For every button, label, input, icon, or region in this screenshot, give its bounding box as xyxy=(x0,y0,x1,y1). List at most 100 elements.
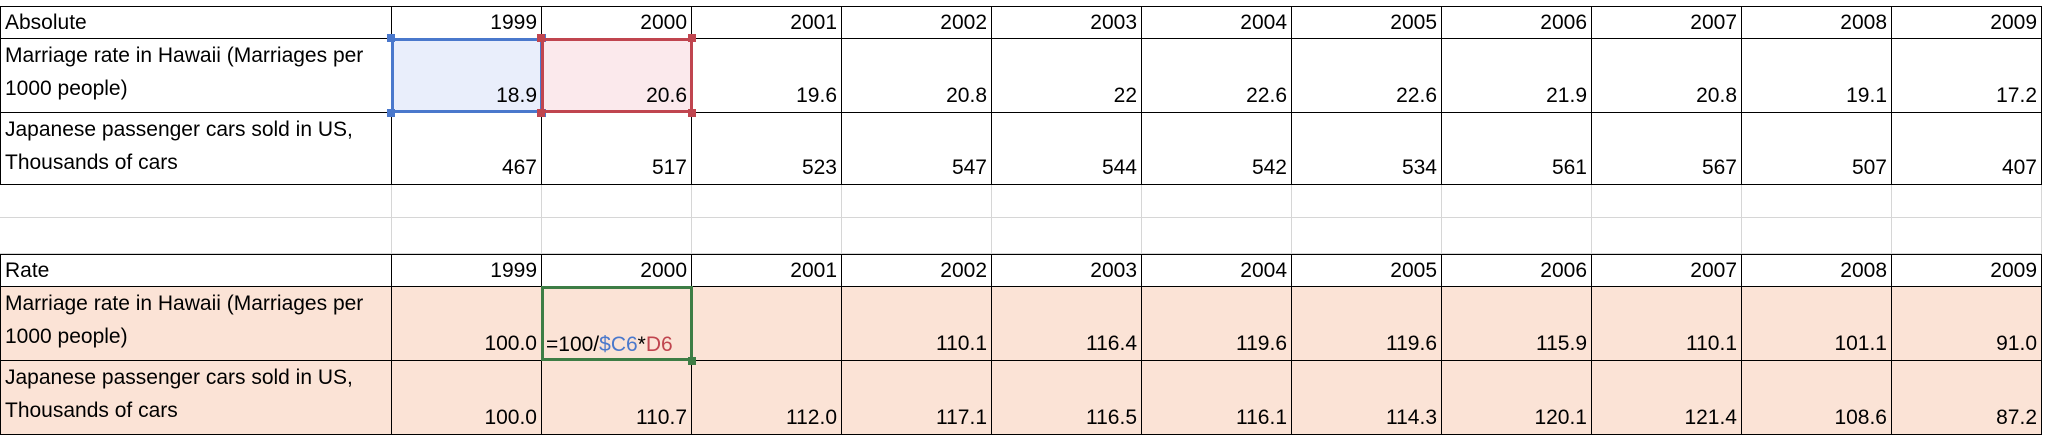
value-cell[interactable]: 100.0 xyxy=(392,361,542,435)
year-header[interactable]: 2008 xyxy=(1742,254,1892,287)
value-cell[interactable]: 22 xyxy=(992,39,1142,113)
value-cell[interactable]: 523 xyxy=(692,113,842,185)
selection-handle[interactable] xyxy=(537,109,545,117)
empty-cell[interactable] xyxy=(1592,218,1742,254)
value-cell[interactable]: 117.1 xyxy=(842,361,992,435)
empty-cell[interactable] xyxy=(392,185,542,218)
year-header[interactable]: 2009 xyxy=(1892,254,2042,287)
value-cell[interactable]: 116.1 xyxy=(1142,361,1292,435)
year-header[interactable]: 2005 xyxy=(1292,6,1442,39)
value-cell[interactable]: 20.8 xyxy=(842,39,992,113)
empty-cell[interactable] xyxy=(1292,185,1442,218)
empty-cell[interactable] xyxy=(1142,185,1292,218)
value-cell[interactable] xyxy=(692,287,842,361)
year-header[interactable]: 1999 xyxy=(392,254,542,287)
value-cell[interactable]: 115.9 xyxy=(1442,287,1592,361)
value-cell[interactable]: 22.6 xyxy=(1292,39,1442,113)
empty-cell[interactable] xyxy=(1442,185,1592,218)
empty-cell[interactable] xyxy=(992,185,1142,218)
value-cell[interactable]: 100.0 xyxy=(392,287,542,361)
empty-cell[interactable] xyxy=(1142,218,1292,254)
selection-handle[interactable] xyxy=(688,357,696,365)
value-cell[interactable]: 19.1 xyxy=(1742,39,1892,113)
empty-cell[interactable] xyxy=(1592,185,1742,218)
value-cell[interactable]: 542 xyxy=(1142,113,1292,185)
value-cell[interactable]: 91.0 xyxy=(1892,287,2042,361)
year-header[interactable]: 2003 xyxy=(992,254,1142,287)
year-header[interactable]: 2006 xyxy=(1442,6,1592,39)
selection-handle[interactable] xyxy=(387,34,395,42)
value-cell[interactable]: 544 xyxy=(992,113,1142,185)
empty-cell[interactable] xyxy=(992,218,1142,254)
selection-handle[interactable] xyxy=(688,34,696,42)
selection-handle[interactable] xyxy=(688,109,696,117)
value-cell[interactable]: 119.6 xyxy=(1142,287,1292,361)
year-header[interactable]: 2003 xyxy=(992,6,1142,39)
empty-cell[interactable] xyxy=(0,218,392,254)
value-cell[interactable]: 567 xyxy=(1592,113,1742,185)
row-label[interactable]: Japanese passenger cars sold in US, Thou… xyxy=(0,361,392,435)
value-cell[interactable]: 110.7 xyxy=(542,361,692,435)
year-header[interactable]: 2002 xyxy=(842,6,992,39)
empty-cell[interactable] xyxy=(1742,185,1892,218)
value-cell[interactable]: 561 xyxy=(1442,113,1592,185)
empty-cell[interactable] xyxy=(842,185,992,218)
year-header[interactable]: 2006 xyxy=(1442,254,1592,287)
value-cell[interactable]: 18.9 xyxy=(392,39,542,113)
year-header[interactable]: 2001 xyxy=(692,254,842,287)
value-cell[interactable]: 108.6 xyxy=(1742,361,1892,435)
value-cell[interactable]: 116.4 xyxy=(992,287,1142,361)
row-label[interactable]: Japanese passenger cars sold in US, Thou… xyxy=(0,113,392,185)
empty-cell[interactable] xyxy=(542,185,692,218)
value-cell[interactable]: 547 xyxy=(842,113,992,185)
value-cell[interactable]: 22.6 xyxy=(1142,39,1292,113)
value-cell[interactable]: 507 xyxy=(1742,113,1892,185)
year-header[interactable]: 2007 xyxy=(1592,6,1742,39)
year-header[interactable]: 2000 xyxy=(542,254,692,287)
table-header[interactable]: Absolute xyxy=(0,6,392,39)
row-label[interactable]: Marriage rate in Hawaii (Marriages per 1… xyxy=(0,39,392,113)
year-header[interactable]: 1999 xyxy=(392,6,542,39)
year-header[interactable]: 2005 xyxy=(1292,254,1442,287)
value-cell[interactable]: 17.2 xyxy=(1892,39,2042,113)
value-cell[interactable]: 110.1 xyxy=(842,287,992,361)
empty-cell[interactable] xyxy=(1742,218,1892,254)
empty-cell[interactable] xyxy=(1292,218,1442,254)
empty-cell[interactable] xyxy=(692,218,842,254)
empty-cell[interactable] xyxy=(542,218,692,254)
value-cell[interactable]: 21.9 xyxy=(1442,39,1592,113)
selection-handle[interactable] xyxy=(387,109,395,117)
year-header[interactable]: 2007 xyxy=(1592,254,1742,287)
year-header[interactable]: 2008 xyxy=(1742,6,1892,39)
year-header[interactable]: 2004 xyxy=(1142,254,1292,287)
year-header[interactable]: 2000 xyxy=(542,6,692,39)
value-cell[interactable]: 19.6 xyxy=(692,39,842,113)
row-label[interactable]: Marriage rate in Hawaii (Marriages per 1… xyxy=(0,287,392,361)
formula-text[interactable]: =100/$C6 * D6 xyxy=(542,287,842,361)
value-cell[interactable]: 119.6 xyxy=(1292,287,1442,361)
value-cell[interactable]: 467 xyxy=(392,113,542,185)
empty-cell[interactable] xyxy=(692,185,842,218)
value-cell[interactable]: 116.5 xyxy=(992,361,1142,435)
value-cell[interactable]: 87.2 xyxy=(1892,361,2042,435)
year-header[interactable]: 2001 xyxy=(692,6,842,39)
value-cell[interactable]: 517 xyxy=(542,113,692,185)
empty-cell[interactable] xyxy=(0,185,392,218)
value-cell[interactable]: 20.6 xyxy=(542,39,692,113)
value-cell[interactable]: 407 xyxy=(1892,113,2042,185)
value-cell[interactable]: 534 xyxy=(1292,113,1442,185)
empty-cell[interactable] xyxy=(392,218,542,254)
empty-cell[interactable] xyxy=(842,218,992,254)
year-header[interactable]: 2002 xyxy=(842,254,992,287)
value-cell[interactable]: 112.0 xyxy=(692,361,842,435)
table-header[interactable]: Rate xyxy=(0,254,392,287)
value-cell[interactable]: 110.1 xyxy=(1592,287,1742,361)
value-cell[interactable]: 101.1 xyxy=(1742,287,1892,361)
year-header[interactable]: 2004 xyxy=(1142,6,1292,39)
selection-handle[interactable] xyxy=(537,34,545,42)
empty-cell[interactable] xyxy=(1442,218,1592,254)
value-cell[interactable]: 120.1 xyxy=(1442,361,1592,435)
empty-cell[interactable] xyxy=(1892,185,2042,218)
empty-cell[interactable] xyxy=(1892,218,2042,254)
value-cell[interactable]: 114.3 xyxy=(1292,361,1442,435)
